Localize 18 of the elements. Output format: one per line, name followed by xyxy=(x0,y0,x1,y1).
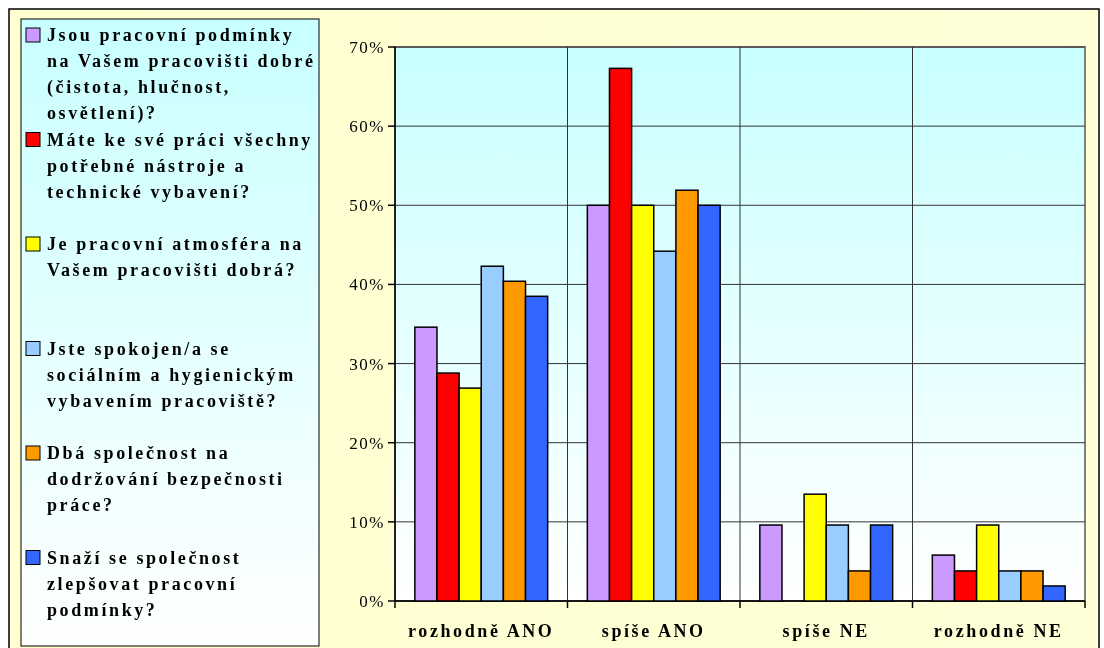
y-tick-label: 30% xyxy=(349,354,385,374)
y-tick-label: 60% xyxy=(349,117,385,137)
y-tick-label: 10% xyxy=(349,512,385,532)
x-tick-label: rozhodně ANO xyxy=(408,621,555,641)
y-tick-label: 0% xyxy=(359,591,385,611)
legend-label: Je pracovní atmosféra na Vašem pracovišti dobrá? xyxy=(47,234,304,280)
y-tick-label: 70% xyxy=(349,37,385,57)
x-tick-label: rozhodně NE xyxy=(933,621,1064,641)
x-tick-label: spíše ANO xyxy=(601,621,706,641)
legend-label: Dbá společnost na dodržování bezpečnosti práce? xyxy=(47,443,285,515)
x-tick-label: spíše NE xyxy=(782,621,870,641)
y-tick-label: 50% xyxy=(349,196,385,216)
legend-label: Jste spokojen/a se sociálním a hygienickým vybavením pracoviště? xyxy=(47,338,296,411)
y-tick-label: 40% xyxy=(349,275,385,295)
legend-label: Snaží se společnost zlepšovat pracovní podmínky? xyxy=(47,547,242,620)
legend-label: Jsou pracovní podmínky na Vašem pracovišti dobré (čistota, hlučnost, osvětlení)? xyxy=(47,25,316,124)
legend-label: Máte ke své práci všechny potřebné nástroje a technické vybavení? xyxy=(47,129,313,202)
y-tick-label: 20% xyxy=(349,433,385,453)
